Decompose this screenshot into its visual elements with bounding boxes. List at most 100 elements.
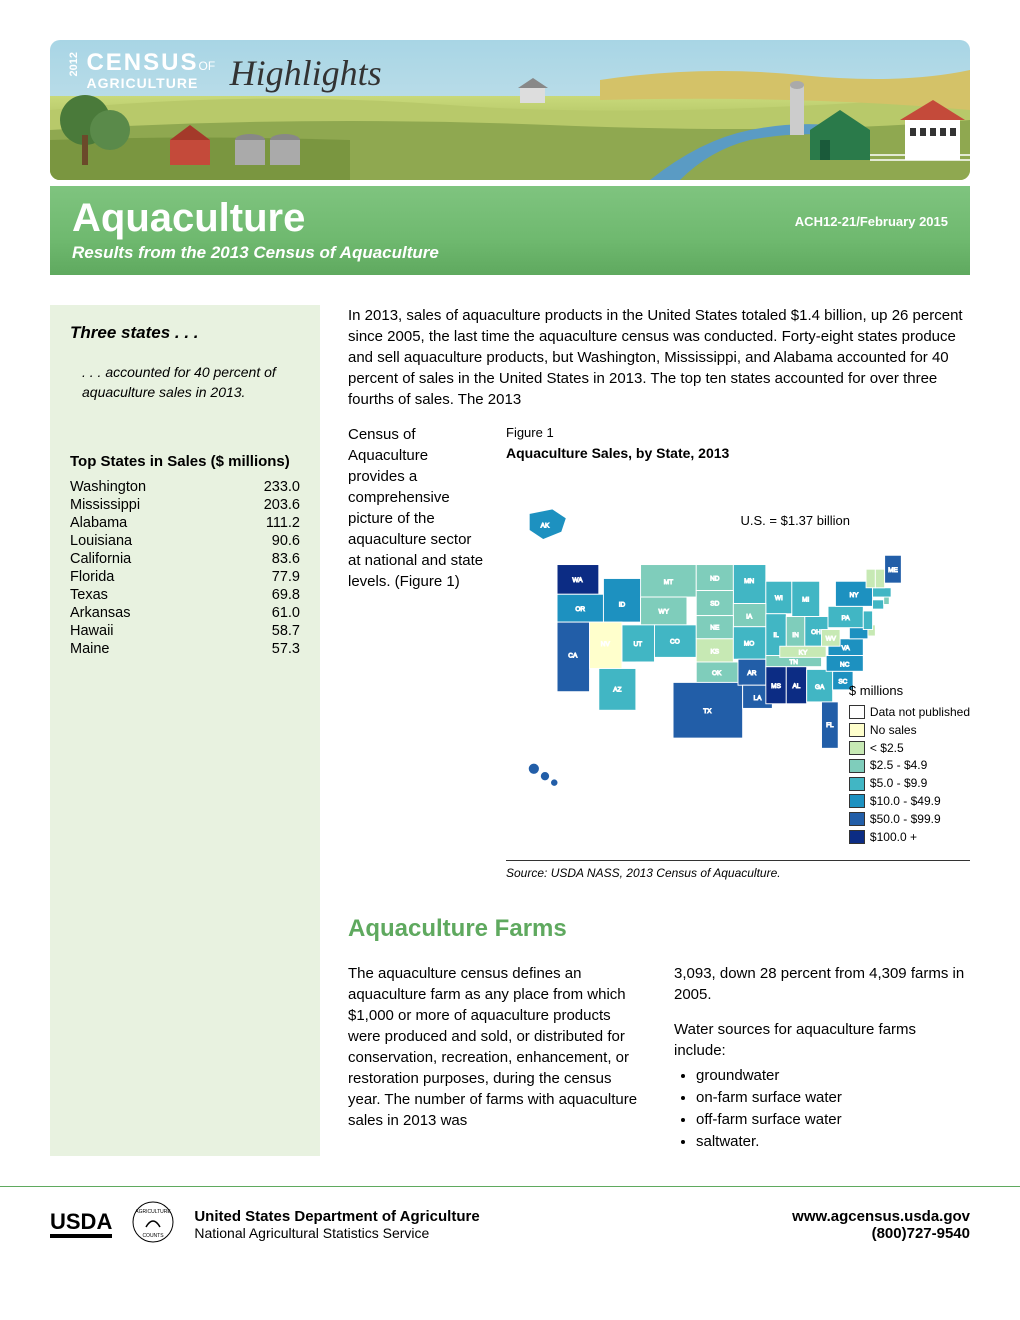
legend-row: No sales [849,722,970,739]
svg-text:CA: CA [568,652,578,659]
census-word: CENSUS [86,49,198,76]
svg-text:AZ: AZ [613,686,621,693]
legend-row: $100.0 + [849,829,970,846]
legend-row: $5.0 - $9.9 [849,775,970,792]
figure-source: Source: USDA NASS, 2013 Census of Aquacu… [506,860,970,882]
svg-text:WI: WI [775,595,783,602]
table-row: Arkansas61.0 [70,604,300,622]
svg-text:KS: KS [710,648,719,655]
map-legend: $ millions Data not publishedNo sales< $… [849,682,970,847]
svg-text:PA: PA [842,615,851,622]
sidebar-table-title: Top States in Sales ($ millions) [70,452,300,472]
document-id: ACH12-21/February 2015 [795,214,948,229]
usda-logo: USDA [50,1211,112,1238]
intro-continued: Census of Aquaculture provides a compreh… [348,424,488,882]
list-item: groundwater [696,1065,970,1086]
svg-text:LA: LA [754,695,763,702]
svg-text:MA: MA [896,588,905,594]
svg-text:IA: IA [746,613,753,620]
census-logo: 2012 CENSUSOF AGRICULTURE Highlights [68,52,382,94]
svg-text:OR: OR [575,606,585,613]
svg-text:NJ: NJ [878,614,885,620]
table-row: Mississippi203.6 [70,496,300,514]
svg-text:VT: VT [863,562,871,568]
svg-text:TN: TN [789,659,798,666]
svg-text:MI: MI [802,596,809,603]
page-title: Aquaculture [72,196,305,241]
svg-text:SC: SC [838,678,847,685]
legend-row: $2.5 - $4.9 [849,757,970,774]
figure-1: Figure 1 Aquaculture Sales, by State, 20… [506,424,970,882]
table-row: Louisiana90.6 [70,532,300,550]
svg-text:AR: AR [747,670,756,677]
list-item: on-farm surface water [696,1087,970,1108]
svg-text:AL: AL [792,683,800,690]
intro-paragraph: In 2013, sales of aquaculture products i… [348,305,970,410]
census-year: 2012 [68,52,80,76]
title-bar: Aquaculture ACH12-21/February 2015 Resul… [50,186,970,275]
agriculture-word: AGRICULTURE [86,75,198,91]
figure-title: Aquaculture Sales, by State, 2013 [506,444,970,464]
water-sources-list: groundwateron-farm surface wateroff-farm… [674,1065,970,1152]
svg-text:VA: VA [842,645,851,652]
figure-label: Figure 1 [506,424,970,442]
nass-seal-icon: AGRICULTURE COUNTS [132,1201,174,1248]
svg-text:OK: OK [712,670,722,677]
svg-text:KY: KY [799,649,808,656]
svg-text:IN: IN [792,632,799,639]
footer-url: www.agcensus.usda.gov [792,1208,970,1225]
svg-text:MT: MT [664,579,673,586]
top-states-table: Washington233.0Mississippi203.6Alabama11… [70,478,300,658]
svg-text:ME: ME [888,567,898,574]
svg-text:DE: DE [883,625,891,631]
svg-text:NE: NE [710,624,720,631]
svg-text:MS: MS [771,683,781,690]
sidebar: Three states . . . . . . accounted for 4… [50,305,320,1156]
svg-text:ID: ID [619,601,626,608]
table-row: Alabama111.2 [70,514,300,532]
us-total-label: U.S. = $1.37 billion [741,512,850,530]
svg-text:TX: TX [703,708,712,715]
table-row: Maine57.3 [70,640,300,658]
sidebar-heading: Three states . . . [70,323,300,343]
svg-text:SD: SD [710,600,719,607]
legend-row: $50.0 - $99.9 [849,811,970,828]
svg-text:MO: MO [744,640,754,647]
sidebar-lead: . . . accounted for 40 percent of aquacu… [82,363,300,402]
list-item: saltwater. [696,1131,970,1152]
svg-text:OH: OH [811,629,821,636]
svg-text:HI: HI [526,782,533,789]
footer-phone: (800)727-9540 [792,1225,970,1242]
svg-text:AK: AK [541,522,550,529]
svg-text:MN: MN [744,578,754,585]
farms-paragraph-1: The aquaculture census defines an aquacu… [348,963,644,1131]
header-banner: 2012 CENSUSOF AGRICULTURE Highlights [50,40,970,180]
water-sources-intro: Water sources for aquaculture farms incl… [674,1019,970,1061]
legend-title: $ millions [849,682,970,700]
svg-text:COUNTS: COUNTS [143,1233,165,1239]
svg-text:NM: NM [649,682,659,689]
svg-text:GA: GA [815,684,825,691]
svg-text:WA: WA [572,577,583,584]
table-row: Texas69.8 [70,586,300,604]
svg-text:CT: CT [887,605,895,611]
table-row: Washington233.0 [70,478,300,496]
svg-text:AGRICULTURE: AGRICULTURE [136,1209,172,1215]
legend-row: $10.0 - $49.9 [849,793,970,810]
svg-text:NV: NV [601,641,611,648]
page-subtitle: Results from the 2013 Census of Aquacult… [72,243,948,263]
svg-text:IL: IL [773,632,779,639]
svg-text:NC: NC [840,661,850,668]
svg-text:NY: NY [849,592,859,599]
table-row: Hawaii58.7 [70,622,300,640]
legend-row: < $2.5 [849,740,970,757]
section-aquaculture-farms-title: Aquaculture Farms [348,912,970,946]
page-footer: USDA AGRICULTURE COUNTS United States De… [0,1186,1020,1268]
footer-agency: National Agricultural Statistics Service [194,1225,772,1241]
footer-department: United States Department of Agriculture [194,1208,772,1225]
legend-row: Data not published [849,704,970,721]
svg-text:ND: ND [710,575,720,582]
svg-text:WY: WY [659,609,670,616]
svg-text:CO: CO [670,638,680,645]
svg-text:WV: WV [826,635,837,642]
